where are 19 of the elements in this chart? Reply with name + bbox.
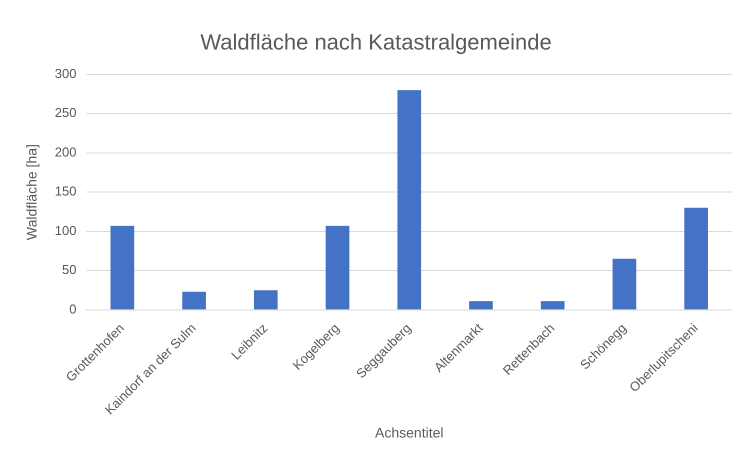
bar — [254, 290, 278, 310]
bar — [469, 301, 493, 310]
bar — [182, 292, 206, 310]
bar — [110, 226, 134, 310]
bar — [397, 90, 422, 310]
y-tick-label: 250 — [54, 105, 76, 120]
y-tick-label: 50 — [62, 262, 76, 278]
bar — [612, 258, 636, 310]
y-tick-label: 100 — [54, 222, 76, 238]
y-tick-label: 150 — [54, 184, 76, 199]
y-tick-label: 0 — [69, 301, 76, 316]
bar — [684, 208, 708, 310]
y-tick-label: 300 — [54, 66, 76, 81]
chart-title: Waldfläche nach Katastralgemeinde — [200, 29, 552, 54]
bar — [326, 226, 350, 310]
y-tick-label: 200 — [54, 144, 76, 160]
bar — [540, 301, 565, 310]
x-axis-title: Achsentitel — [375, 424, 444, 440]
y-axis-title: Waldfläche [ha] — [23, 144, 40, 240]
